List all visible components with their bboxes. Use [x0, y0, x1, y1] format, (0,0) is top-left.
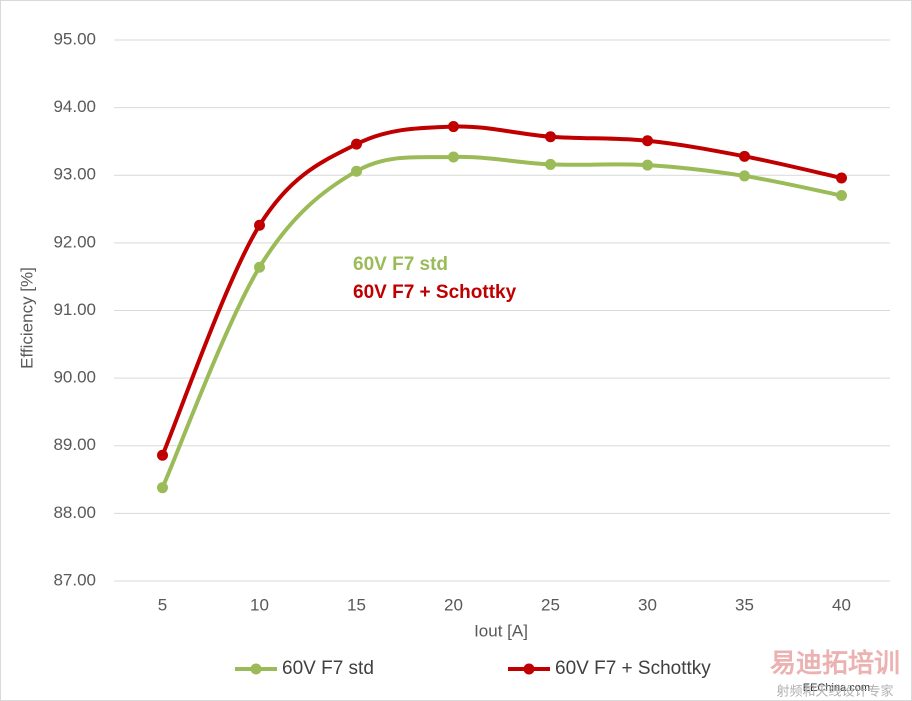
legend-label: 60V F7 std — [282, 658, 374, 679]
watermark: 射频和天线设计专家 — [776, 683, 893, 698]
y-tick-label: 94.00 — [53, 97, 96, 116]
x-tick-label: 10 — [250, 595, 269, 614]
watermark: EEChina.com — [803, 682, 870, 694]
x-tick-label: 20 — [444, 595, 463, 614]
data-point — [351, 165, 362, 177]
x-axis-title: Iout [A] — [474, 621, 528, 640]
data-point — [642, 135, 653, 147]
data-point — [739, 170, 750, 182]
x-tick-label: 5 — [158, 595, 167, 614]
annotation: 60V F7 std — [353, 254, 448, 275]
data-point — [254, 219, 265, 231]
x-tick-label: 30 — [638, 595, 657, 614]
data-point — [739, 150, 750, 162]
annotation: 60V F7 + Schottky — [353, 282, 517, 303]
data-point — [836, 190, 847, 202]
legend-marker — [250, 663, 262, 675]
y-tick-label: 87.00 — [53, 570, 96, 589]
legend-marker — [523, 663, 535, 675]
x-tick-label: 35 — [735, 595, 754, 614]
data-point — [448, 151, 459, 163]
data-point — [157, 449, 168, 461]
y-tick-label: 90.00 — [53, 368, 96, 387]
legend: 60V F7 std 60V F7 + Schottky — [235, 658, 711, 679]
y-tick-label: 91.00 — [53, 300, 96, 319]
data-point — [836, 172, 847, 184]
x-tick-label: 25 — [541, 595, 560, 614]
y-axis-title: Efficiency [%] — [17, 267, 36, 369]
data-point — [157, 482, 168, 494]
grid: 87.00 88.00 89.00 90.00 91.00 92.00 93.00 94.00… — [53, 29, 890, 614]
plot: 60V F7 std 60V F7 + Schottky — [157, 121, 847, 494]
y-tick-label: 89.00 — [53, 435, 96, 454]
data-point — [545, 131, 556, 143]
x-tick-label: 15 — [347, 595, 366, 614]
y-tick-label: 92.00 — [53, 232, 96, 251]
data-point — [254, 261, 265, 273]
watermark: 易迪拓培训 — [770, 648, 900, 678]
legend-label: 60V F7 + Schottky — [555, 658, 711, 679]
y-tick-label: 88.00 — [53, 503, 96, 522]
x-tick-label: 40 — [832, 595, 851, 614]
y-tick-label: 95.00 — [53, 29, 96, 48]
y-tick-label: 93.00 — [53, 165, 96, 184]
data-point — [642, 159, 653, 171]
data-point — [448, 121, 459, 133]
data-point — [545, 158, 556, 170]
data-point — [351, 138, 362, 150]
